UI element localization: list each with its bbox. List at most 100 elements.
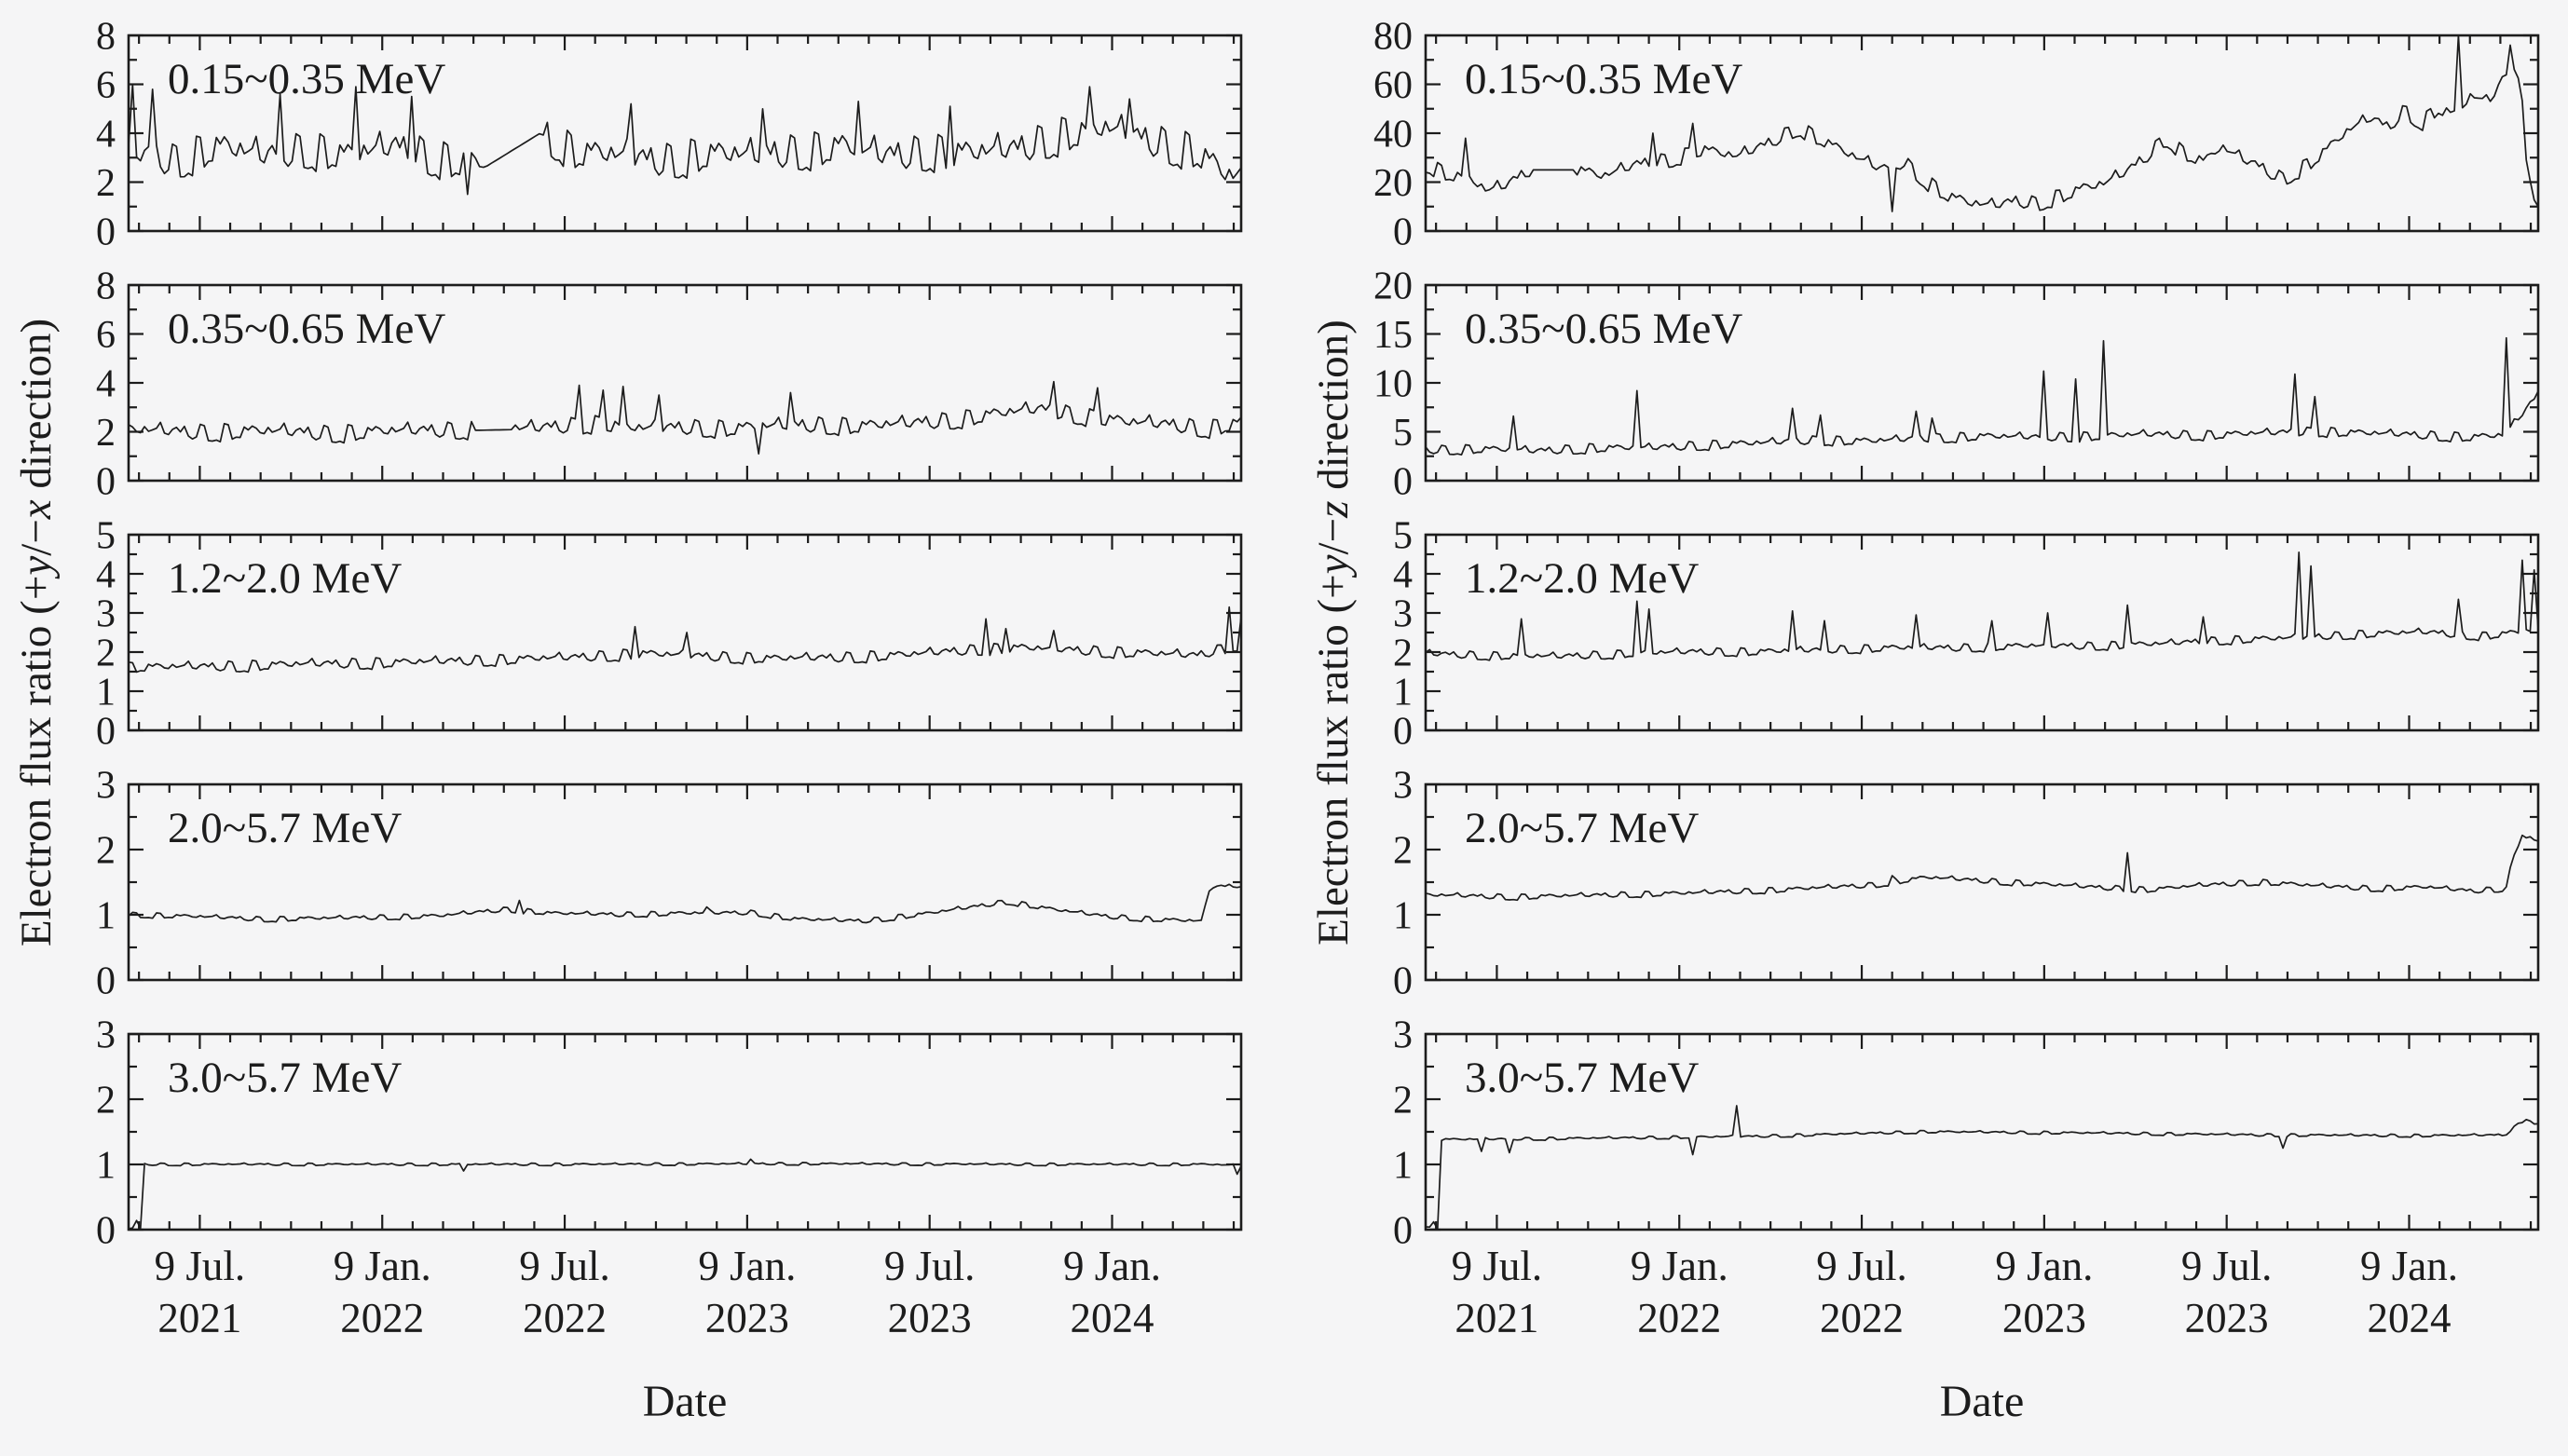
x-tick-label-line1: 9 Jul. (155, 1243, 246, 1289)
x-tick-label-line1: 9 Jan. (334, 1243, 431, 1289)
y-tick-label: 0 (96, 711, 116, 754)
x-tick-label-line2: 2023 (2185, 1295, 2269, 1341)
x-tick-label-line2: 2023 (888, 1295, 972, 1341)
y-tick-label: 8 (96, 16, 116, 59)
y-tick-label: 0 (96, 211, 116, 254)
y-tick-label: 0 (1393, 461, 1413, 504)
panel-right-4: 0 1 2 3 3.0~5.7 MeV (1393, 1014, 2540, 1253)
panel-energy-label: 1.2~2.0 MeV (168, 554, 402, 603)
y-tick-label: 0 (96, 960, 116, 1003)
x-tick-label-line2: 2022 (1637, 1295, 1721, 1341)
panel-left-4: 0 1 2 3 3.0~5.7 MeV (96, 1014, 1243, 1253)
flux-ratio-series (128, 883, 1242, 924)
y-tick-label: 2 (1393, 633, 1413, 675)
y-tick-label: 60 (1373, 64, 1413, 107)
x-tick-label-line2: 2022 (1820, 1295, 1904, 1341)
x-axis-label: Date (1940, 1377, 2025, 1426)
panel-energy-label: 3.0~5.7 MeV (1465, 1054, 1699, 1102)
flux-ratio-series (1425, 34, 2539, 212)
y-tick-label: 4 (96, 554, 116, 597)
x-tick-label-line1: 9 Jan. (1995, 1243, 2093, 1289)
x-tick-label-line2: 2022 (340, 1295, 424, 1341)
y-tick-label: 20 (1373, 162, 1413, 205)
y-tick-label: 40 (1373, 114, 1413, 156)
x-tick-label-line2: 2024 (2367, 1295, 2451, 1341)
flux-ratio-series (1425, 336, 2539, 456)
flux-ratio-series (128, 83, 1242, 196)
right-chart-column: Electron flux ratio (+y/−z direction) 0 20… (1304, 6, 2553, 1449)
panel-energy-label: 0.15~0.35 MeV (168, 55, 445, 103)
y-tick-label: 2 (1393, 830, 1413, 873)
flux-ratio-series (1425, 1105, 2539, 1231)
x-tick-label-line2: 2023 (2002, 1295, 2086, 1341)
y-tick-label: 3 (1393, 765, 1413, 808)
y-tick-label: 0 (96, 461, 116, 504)
y-tick-label: 15 (1373, 314, 1413, 357)
y-tick-label: 3 (1393, 593, 1413, 636)
x-axis-label: Date (643, 1377, 728, 1426)
x-tick-label-line2: 2021 (157, 1295, 241, 1341)
y-tick-label: 1 (96, 895, 116, 938)
y-tick-label: 4 (1393, 554, 1413, 597)
flux-ratio-series (1425, 551, 2539, 661)
y-tick-label: 8 (96, 265, 116, 308)
x-tick-label-line2: 2023 (705, 1295, 789, 1341)
y-tick-label: 3 (96, 593, 116, 636)
y-tick-label: 5 (1393, 412, 1413, 455)
y-axis-label: Electron flux ratio (+y/−x direction) (12, 319, 61, 946)
y-tick-label: 80 (1373, 16, 1413, 59)
x-tick-label-line1: 9 Jan. (2360, 1243, 2458, 1289)
x-tick-label-line2: 2021 (1455, 1295, 1538, 1341)
x-tick-label-line1: 9 Jul. (1816, 1243, 1907, 1289)
panel-energy-label: 1.2~2.0 MeV (1465, 554, 1699, 603)
y-tick-label: 20 (1373, 265, 1413, 308)
flux-ratio-series (1425, 834, 2539, 902)
x-tick-label-line1: 9 Jul. (1452, 1243, 1543, 1289)
y-tick-label: 3 (1393, 1014, 1413, 1057)
y-tick-label: 1 (1393, 895, 1413, 938)
y-axis-label: Electron flux ratio (+y/−z direction) (1309, 320, 1358, 946)
y-tick-label: 2 (96, 633, 116, 675)
x-tick-label-line1: 9 Jul. (884, 1243, 976, 1289)
panel-energy-label: 3.0~5.7 MeV (168, 1054, 402, 1102)
panel-energy-label: 0.35~0.65 MeV (1465, 305, 1742, 353)
panel-left-0: 0 2 4 6 8 0.15~0.35 MeV (96, 16, 1243, 254)
left-chart-column: Electron flux ratio (+y/−x direction) 0 2 4… (7, 6, 1256, 1449)
y-tick-label: 4 (96, 363, 116, 406)
x-tick-label-line2: 2024 (1070, 1295, 1154, 1341)
y-tick-label: 2 (96, 162, 116, 205)
y-tick-label: 2 (1393, 1080, 1413, 1123)
y-tick-label: 4 (96, 114, 116, 156)
y-tick-label: 0 (1393, 211, 1413, 254)
panel-left-1: 0 2 4 6 8 0.35~0.65 MeV (96, 265, 1243, 504)
left-chart-svg: Electron flux ratio (+y/−x direction) 0 2 4… (12, 16, 1243, 1426)
panel-right-1: 0 5 10 15 20 0.35~0.65 MeV (1373, 265, 2540, 504)
y-tick-label: 6 (96, 64, 116, 107)
y-tick-label: 6 (96, 314, 116, 357)
y-tick-label: 3 (96, 765, 116, 808)
panel-energy-label: 2.0~5.7 MeV (168, 804, 402, 852)
y-tick-label: 0 (1393, 711, 1413, 754)
x-tick-label-line1: 9 Jan. (698, 1243, 796, 1289)
flux-ratio-series (128, 1158, 1242, 1230)
y-tick-label: 3 (96, 1014, 116, 1057)
panel-energy-label: 0.15~0.35 MeV (1465, 55, 1742, 103)
x-tick-label-line1: 9 Jan. (1063, 1243, 1161, 1289)
y-tick-label: 5 (1393, 515, 1413, 558)
x-tick-label-line1: 9 Jul. (2181, 1243, 2273, 1289)
right-chart-svg: Electron flux ratio (+y/−z direction)020… (1309, 16, 2540, 1426)
y-tick-label: 2 (96, 412, 116, 455)
y-tick-label: 0 (1393, 1210, 1413, 1253)
panel-left-3: 0 1 2 3 2.0~5.7 MeV (96, 765, 1243, 1003)
y-tick-label: 10 (1373, 363, 1413, 406)
y-tick-label: 2 (96, 830, 116, 873)
y-tick-label: 1 (96, 672, 116, 714)
y-tick-label: 5 (96, 515, 116, 558)
panel-energy-label: 2.0~5.7 MeV (1465, 804, 1699, 852)
x-tick-label-line2: 2022 (523, 1295, 607, 1341)
y-tick-label: 2 (96, 1080, 116, 1123)
x-tick-label-line1: 9 Jan. (1631, 1243, 1728, 1289)
